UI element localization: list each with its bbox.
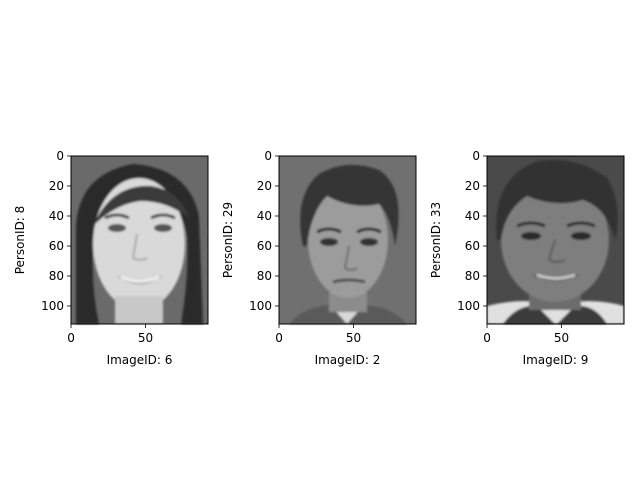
subplot-1: 0 50 0 20 40 60 80 100 ImageID: 6 PersonID: 8 xyxy=(13,149,209,367)
y-tick-label: 100 xyxy=(457,299,480,313)
subplot-2: 0 50 0 20 40 60 80 100 ImageID: 2 PersonID: 29 xyxy=(221,149,417,367)
y-axis-label: PersonID: 8 xyxy=(13,206,27,275)
y-tick-label: 60 xyxy=(49,239,64,253)
y-axis-label: PersonID: 29 xyxy=(221,202,235,278)
face-image-2 xyxy=(279,156,416,324)
subplot-3: 0 50 0 20 40 60 80 100 ImageID: 9 PersonID: 33 xyxy=(429,149,625,367)
y-tick-label: 100 xyxy=(41,299,64,313)
face-image-1 xyxy=(71,156,208,324)
y-tick-label: 20 xyxy=(257,179,272,193)
y-tick-label: 40 xyxy=(49,209,64,223)
y-axis-label: PersonID: 33 xyxy=(429,202,443,278)
y-tick-label: 60 xyxy=(465,239,480,253)
y-tick-label: 40 xyxy=(465,209,480,223)
y-tick-label: 80 xyxy=(257,269,272,283)
x-tick-label: 50 xyxy=(346,331,361,345)
y-tick-label: 0 xyxy=(56,149,64,163)
axes-2: 0 50 0 20 40 60 80 100 ImageID: 2 PersonID: 29 xyxy=(221,149,380,367)
x-tick-label: 0 xyxy=(67,331,75,345)
x-tick-label: 0 xyxy=(483,331,491,345)
x-axis-label: ImageID: 2 xyxy=(315,353,381,367)
y-tick-label: 100 xyxy=(249,299,272,313)
y-tick-label: 0 xyxy=(472,149,480,163)
y-tick-label: 80 xyxy=(49,269,64,283)
x-axis-label: ImageID: 9 xyxy=(523,353,589,367)
y-tick-label: 60 xyxy=(257,239,272,253)
axes-1: 0 50 0 20 40 60 80 100 ImageID: 6 PersonID: 8 xyxy=(13,149,172,367)
x-tick-label: 50 xyxy=(554,331,569,345)
face-image-3 xyxy=(487,156,624,324)
y-tick-label: 80 xyxy=(465,269,480,283)
y-tick-label: 20 xyxy=(49,179,64,193)
y-tick-label: 40 xyxy=(257,209,272,223)
axes-3: 0 50 0 20 40 60 80 100 ImageID: 9 PersonID: 33 xyxy=(429,149,588,367)
y-tick-label: 0 xyxy=(264,149,272,163)
x-tick-label: 0 xyxy=(275,331,283,345)
x-tick-label: 50 xyxy=(138,331,153,345)
y-tick-label: 20 xyxy=(465,179,480,193)
x-axis-label: ImageID: 6 xyxy=(107,353,173,367)
